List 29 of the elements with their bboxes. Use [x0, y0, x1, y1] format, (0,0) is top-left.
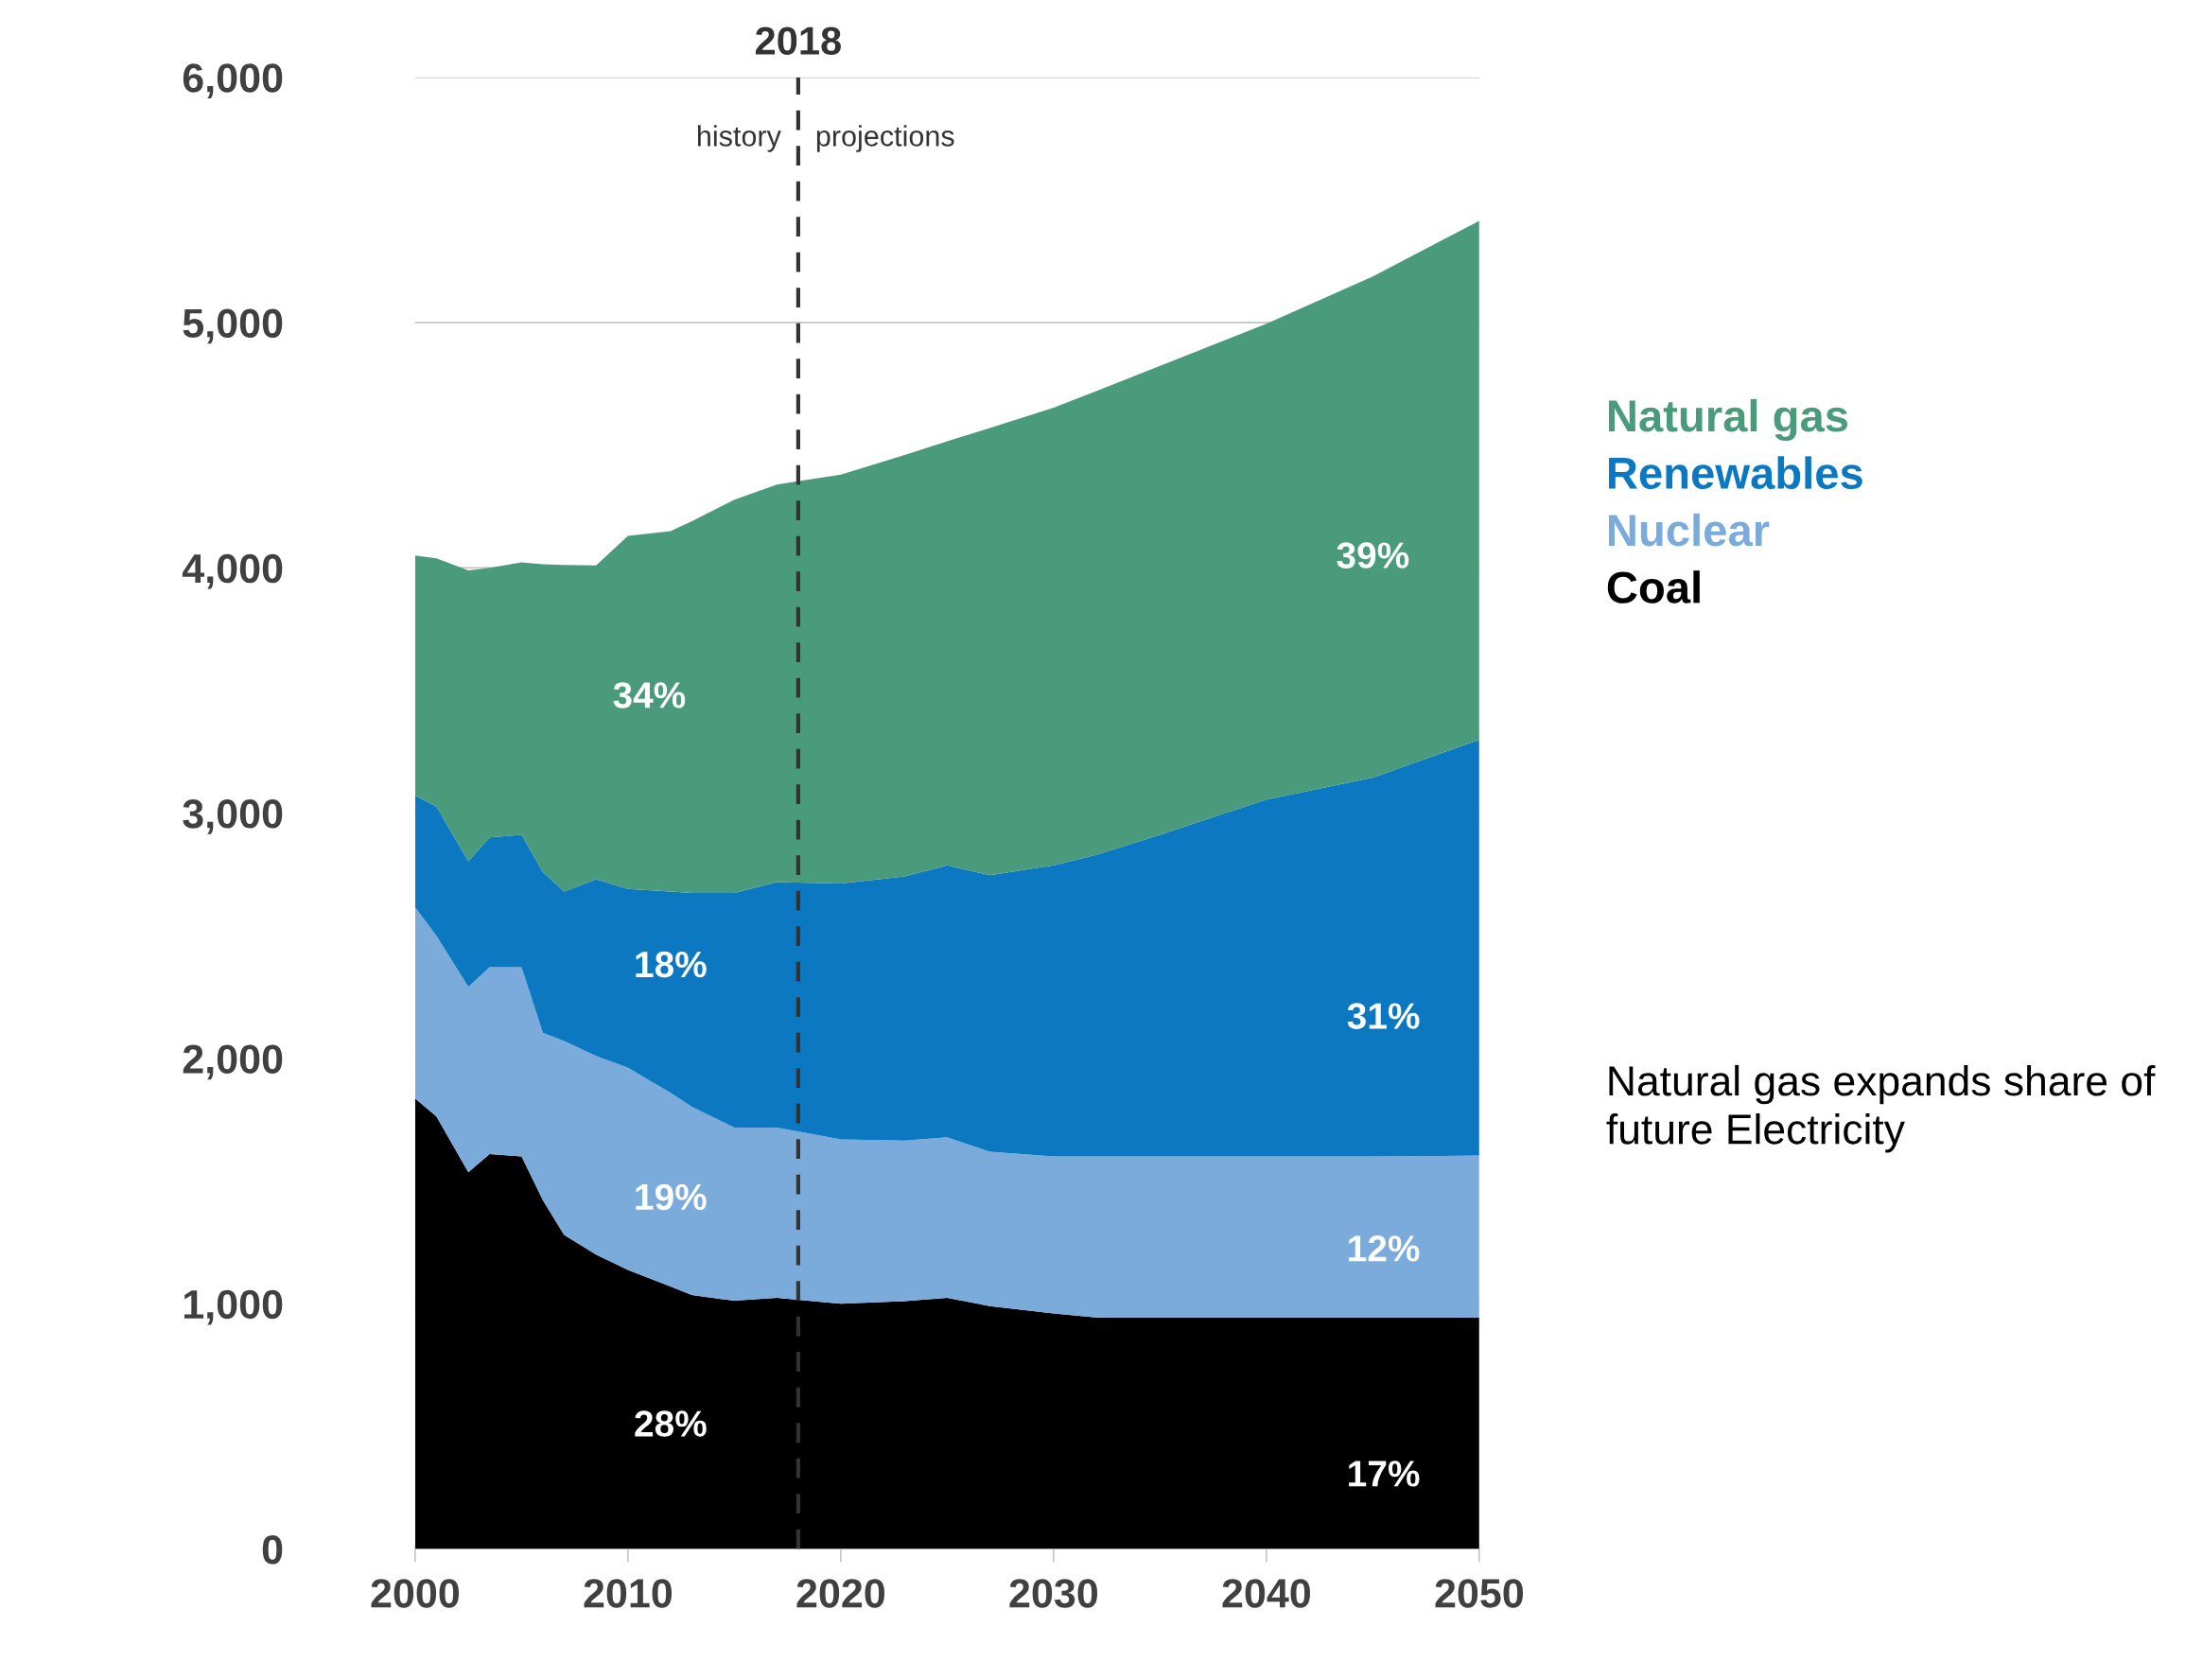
y-tick-label: 5,000: [183, 308, 283, 344]
annotation: 28%: [635, 1410, 707, 1437]
text: Natural gas expands share of future Electricity: [1606, 1064, 2156, 1153]
x-tick-label: 2050: [1435, 1579, 1523, 1608]
x-tick-label: 2040: [1222, 1579, 1311, 1608]
y-tick-label: 4,000: [182, 553, 283, 589]
annotation: 31%: [1347, 1003, 1420, 1029]
x-tick-label: 2020: [796, 1579, 885, 1608]
annotation: 19%: [636, 1183, 707, 1211]
y-tick-label: 6,000: [183, 63, 283, 98]
annotation: 18%: [636, 951, 707, 978]
annotation: 34%: [613, 682, 686, 709]
y-tick-label: 3,000: [183, 799, 283, 834]
annotation: projections: [816, 125, 954, 152]
text: Renewables: [1609, 456, 1862, 490]
annotation: 17%: [1349, 1461, 1420, 1487]
ref-line-label: 2018: [755, 26, 841, 55]
annotation: 12%: [1349, 1235, 1420, 1262]
y-tick-label: 1,000: [184, 1289, 283, 1325]
text: Nuclear: [1609, 513, 1770, 547]
x-tick-label: 2030: [1009, 1579, 1098, 1608]
x-tick-label: 2000: [371, 1579, 460, 1608]
x-tick-label: 2010: [584, 1579, 673, 1608]
y-tick-label: 2,000: [183, 1044, 283, 1080]
annotation: history: [698, 125, 781, 152]
y-tick-label: 0: [262, 1535, 283, 1565]
annotation: 39%: [1337, 542, 1409, 569]
text: Natural gas: [1609, 398, 1848, 442]
text: Coal: [1607, 570, 1700, 604]
